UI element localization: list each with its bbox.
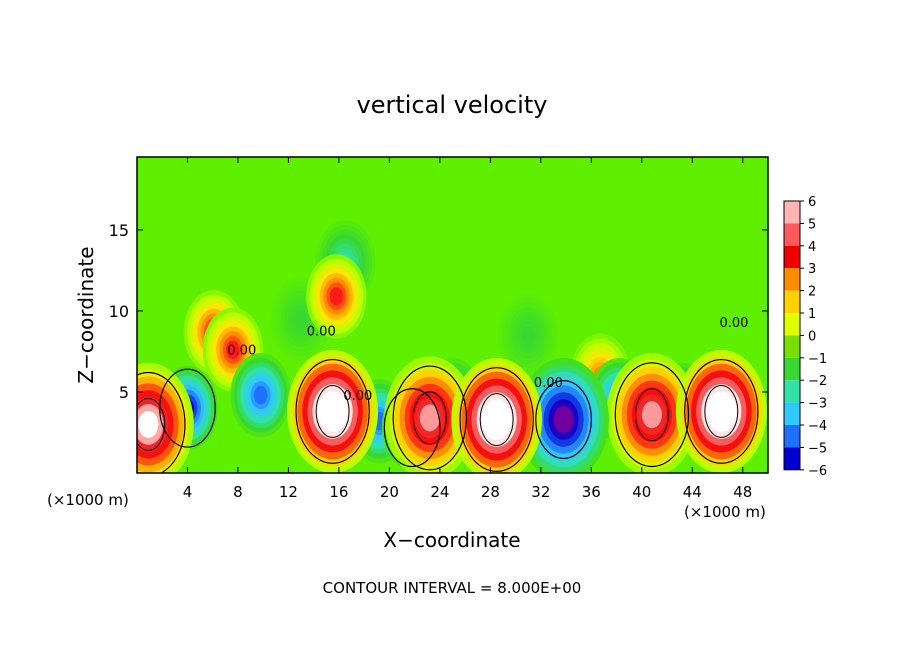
- zero-contour: [459, 367, 534, 472]
- colorbar-label: 5: [808, 217, 816, 232]
- colorbar-segment: [784, 447, 800, 470]
- colorbar-segment: [784, 223, 800, 246]
- x-tick-label: 8: [233, 483, 243, 501]
- updraft-cell: [137, 362, 194, 473]
- zero-contour: [159, 368, 216, 448]
- x-tick-label: 28: [481, 483, 500, 501]
- colorbar: 6 5 4 3 2 1 0 −1 −2 −3 −4 −5 −6: [783, 195, 827, 479]
- updraft-cell: [451, 357, 543, 473]
- zero-contour: [684, 358, 759, 464]
- chart-title: vertical velocity: [357, 91, 548, 119]
- downdraft-level: [521, 325, 535, 345]
- colorbar-label: −4: [808, 419, 827, 434]
- contour-label: 0.00: [343, 389, 372, 404]
- y-axis: 5 10 15: [109, 221, 768, 402]
- updraft-level: [329, 287, 344, 306]
- downdraft-level: [254, 385, 268, 405]
- y-tick-label: 10: [109, 302, 129, 321]
- zero-contour: [535, 380, 592, 460]
- x-axis: 4 8 12 16 20 24 28 32 36 40 44 48: [183, 157, 752, 501]
- updraft-level: [419, 404, 440, 432]
- high-contour: [412, 391, 447, 445]
- zero-contour: [614, 362, 690, 468]
- colorbar-segment: [784, 425, 800, 448]
- high-contour: [137, 397, 166, 451]
- x-tick-label: 40: [632, 483, 651, 501]
- zero-contour: [137, 371, 186, 473]
- high-contour: [634, 388, 669, 442]
- updraft-level: [138, 410, 159, 438]
- colorbar-segment: [784, 245, 800, 269]
- contour-label: 0.00: [719, 316, 748, 331]
- colorbar-segment: [784, 201, 800, 224]
- updraft-cell: [202, 307, 264, 392]
- contour-lines: [137, 358, 759, 473]
- updraft-cell: [287, 349, 379, 473]
- colorbar-segment: [784, 380, 800, 403]
- y-tick-label: 15: [109, 221, 129, 240]
- downdraft-level: [294, 309, 308, 329]
- zero-contour: [383, 388, 441, 468]
- x-unit-left: (×1000 m): [47, 491, 129, 509]
- zero-contour: [392, 365, 467, 471]
- x-tick-label: 32: [531, 483, 550, 501]
- colorbar-label: −5: [808, 441, 827, 456]
- colorbar-label: 0: [808, 329, 816, 344]
- downdraft-level: [553, 405, 574, 434]
- colorbar-segment: [784, 290, 800, 313]
- colorbar-segment: [784, 335, 800, 358]
- contour-label: 0.00: [227, 344, 256, 359]
- contour-label: 0.00: [534, 376, 563, 391]
- colorbar-segment: [784, 313, 800, 336]
- colorbar-segment: [784, 268, 800, 291]
- contour-labels: 0.00 0.00 0.00 0.00 0.00: [227, 316, 748, 404]
- x-tick-label: 12: [279, 483, 298, 501]
- colorbar-label: −6: [808, 464, 827, 479]
- x-tick-label: 16: [329, 483, 348, 501]
- updraft-level: [486, 405, 507, 434]
- colorbar-label: 6: [808, 195, 816, 210]
- colorbar-label: −3: [808, 397, 827, 412]
- x-tick-label: 20: [380, 483, 399, 501]
- x-tick-label: 48: [733, 483, 752, 501]
- contour-label: 0.00: [307, 324, 336, 339]
- colorbar-label: −2: [808, 374, 827, 389]
- colorbar-label: 1: [808, 307, 816, 322]
- high-contour: [479, 393, 514, 446]
- high-contour: [315, 384, 350, 438]
- updraft-level: [226, 340, 240, 360]
- plot-area: [137, 157, 768, 473]
- x-tick-label: 24: [430, 483, 449, 501]
- updraft-level: [711, 397, 732, 425]
- colorbar-label: 4: [808, 240, 816, 255]
- y-axis-label: Z−coordinate: [74, 246, 98, 383]
- x-tick-label: 36: [582, 483, 601, 501]
- y-tick-label: 5: [119, 383, 129, 402]
- downdraft-cell: [230, 353, 291, 438]
- colorbar-label: 2: [808, 285, 816, 300]
- contour-interval-footer: CONTOUR INTERVAL = 8.000E+00: [323, 579, 582, 597]
- updraft-level: [641, 401, 662, 429]
- updraft-cell: [675, 349, 767, 473]
- colorbar-label: 3: [808, 262, 816, 277]
- x-tick-label: 44: [683, 483, 702, 501]
- plot-frame: [136, 156, 769, 474]
- downdraft-cell: [497, 293, 559, 378]
- updraft-cell: [606, 353, 698, 473]
- updraft-cell: [306, 254, 367, 339]
- high-contour: [704, 384, 739, 438]
- zero-contour: [295, 358, 370, 464]
- x-tick-label: 4: [183, 483, 193, 501]
- updraft-level: [322, 397, 343, 425]
- x-unit-right: (×1000 m): [684, 503, 766, 521]
- colorbar-label: −1: [808, 352, 827, 367]
- x-axis-label: X−coordinate: [383, 528, 520, 552]
- colorbar-segment: [784, 357, 800, 381]
- colorbar-segment: [784, 402, 800, 425]
